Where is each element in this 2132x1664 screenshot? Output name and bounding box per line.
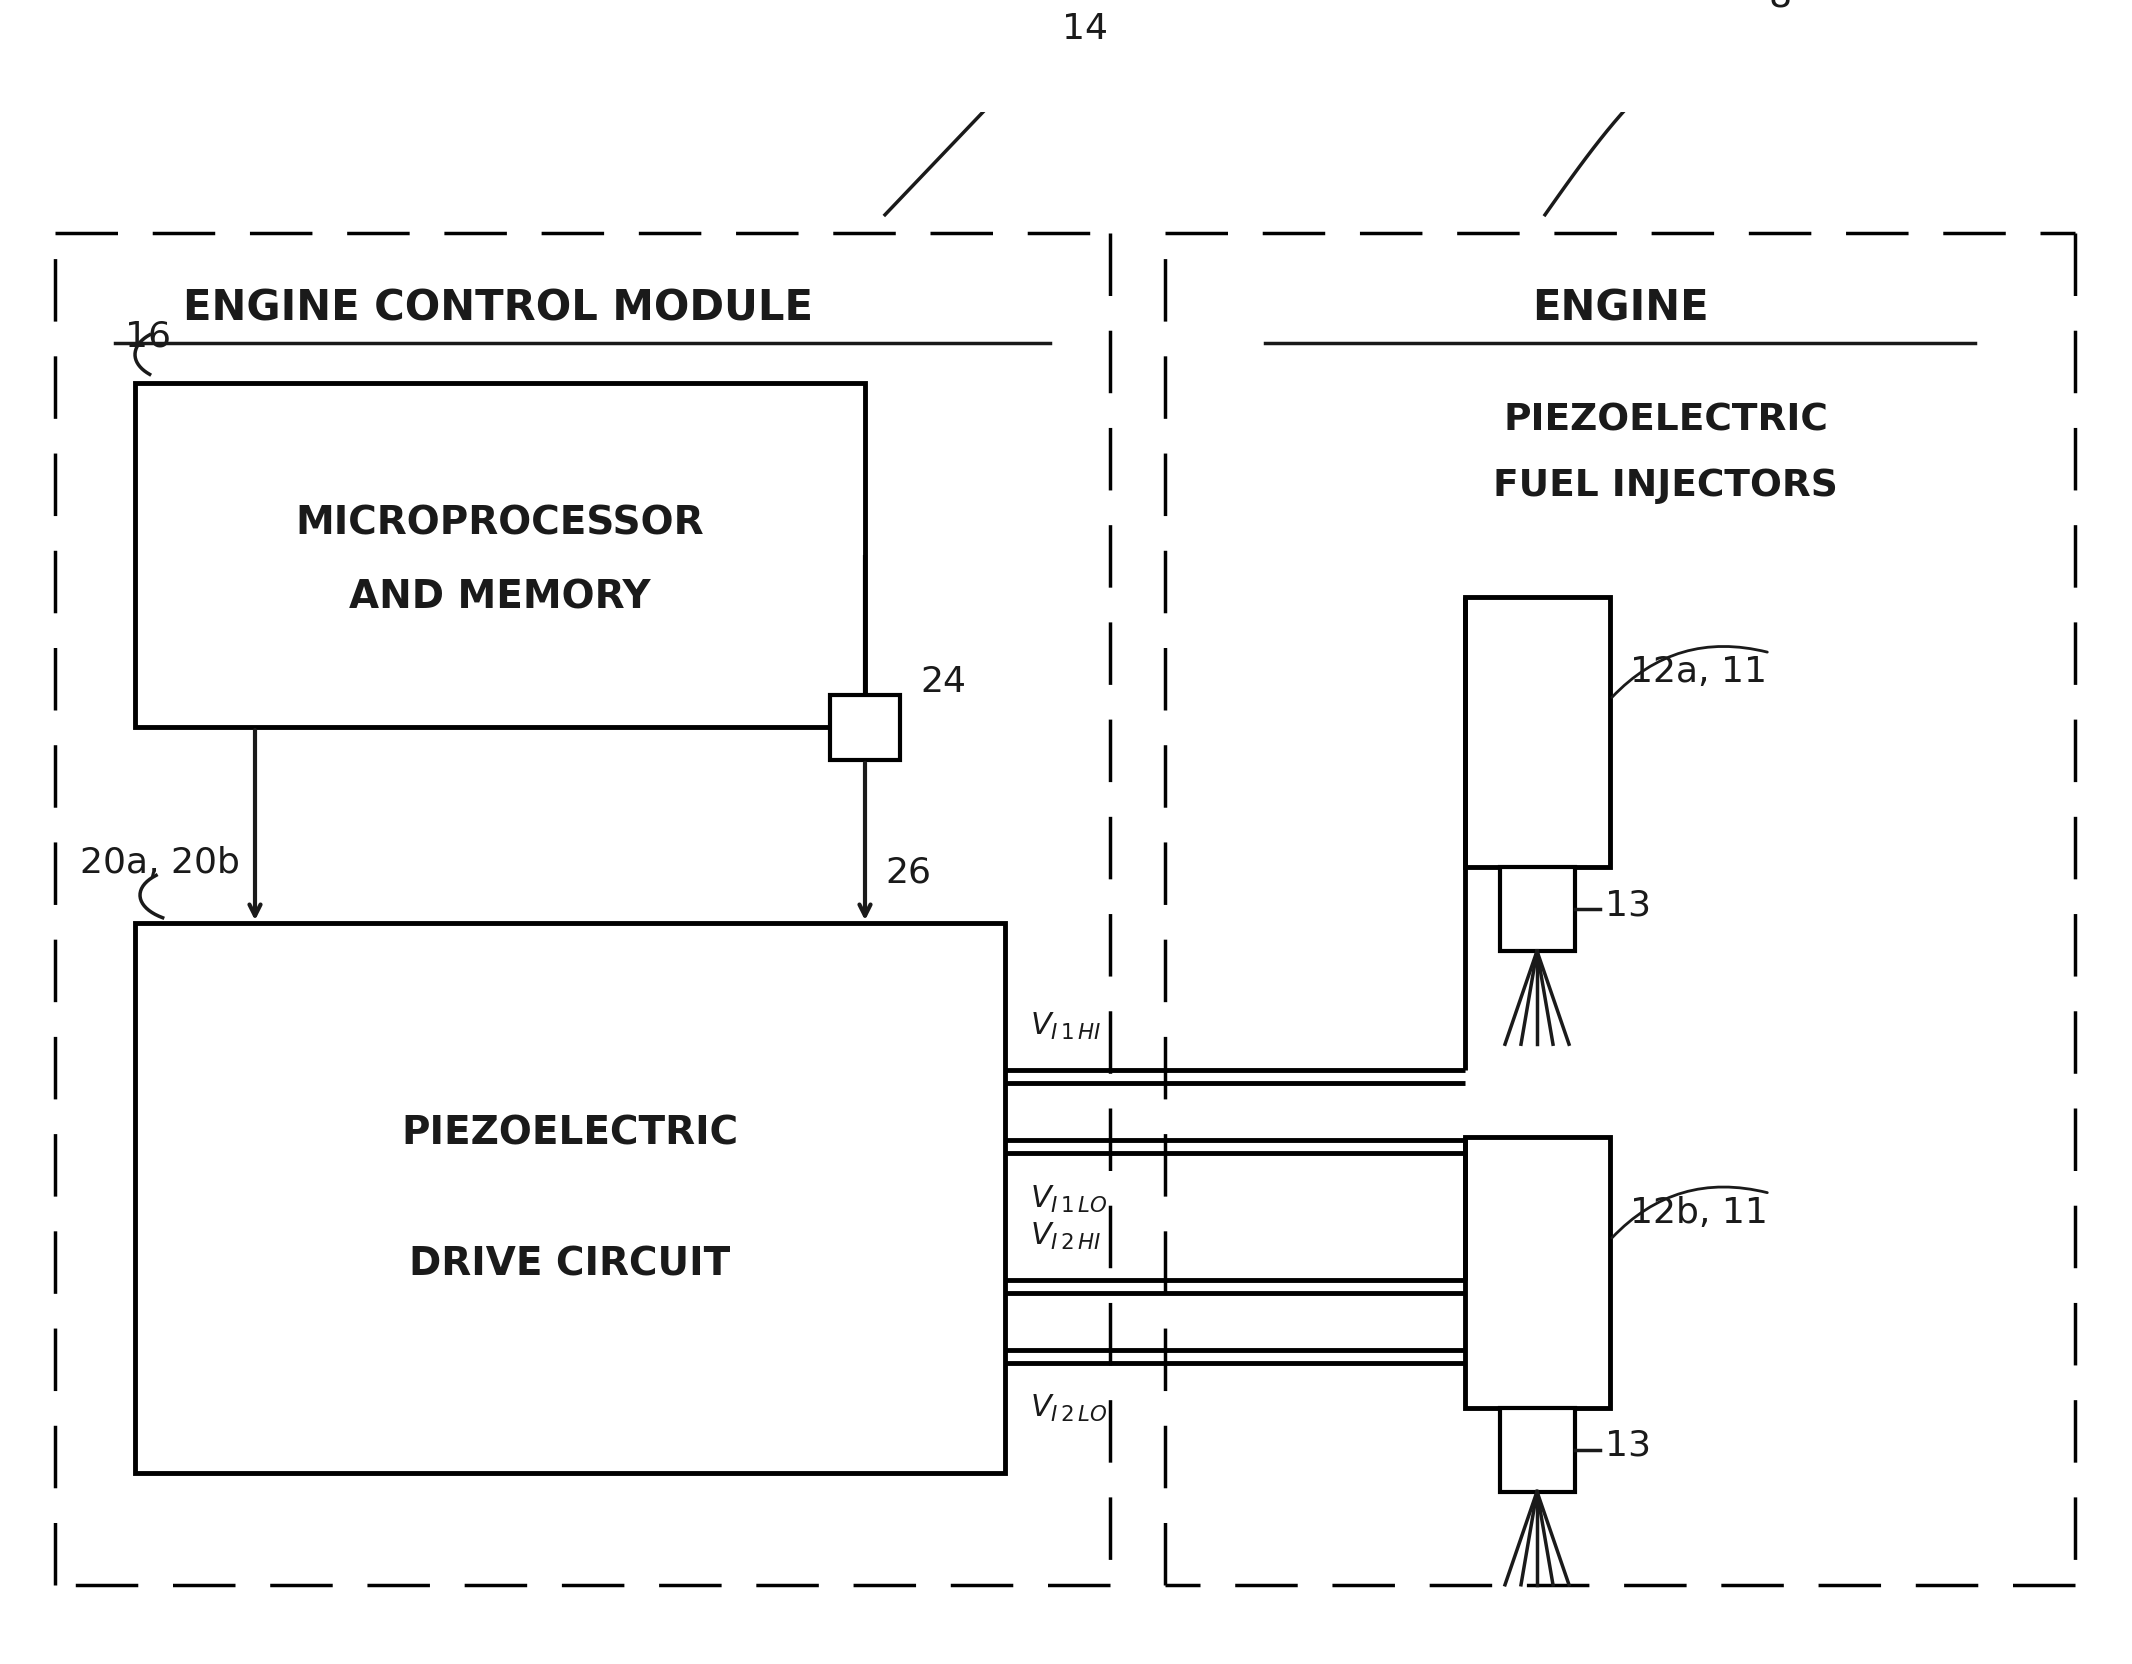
Text: PIEZOELECTRIC: PIEZOELECTRIC: [1503, 403, 1827, 439]
Text: 20a, 20b: 20a, 20b: [81, 845, 241, 880]
Text: ENGINE: ENGINE: [1531, 288, 1708, 329]
Bar: [829, 696, 900, 760]
Text: DRIVE CIRCUIT: DRIVE CIRCUIT: [409, 1245, 731, 1283]
Text: 14: 14: [1062, 12, 1109, 47]
Text: $V_{I\,1\,LO}$: $V_{I\,1\,LO}$: [1030, 1183, 1107, 1213]
Text: ENGINE CONTROL MODULE: ENGINE CONTROL MODULE: [183, 288, 812, 329]
Text: $V_{I\,2\,HI}$: $V_{I\,2\,HI}$: [1030, 1220, 1102, 1251]
Text: 13: 13: [1605, 1428, 1650, 1463]
Text: 26: 26: [885, 855, 932, 889]
Bar: [1501, 1408, 1576, 1491]
Text: 8: 8: [1767, 0, 1791, 13]
Text: 16: 16: [126, 319, 171, 354]
Text: $V_{I\,2\,LO}$: $V_{I\,2\,LO}$: [1030, 1393, 1107, 1423]
Bar: [1501, 867, 1576, 952]
Text: 12a, 11: 12a, 11: [1631, 656, 1767, 689]
Text: 24: 24: [921, 664, 966, 699]
Bar: [1465, 1138, 1610, 1408]
Bar: [134, 383, 866, 727]
Text: $V_{I\,1\,HI}$: $V_{I\,1\,HI}$: [1030, 1010, 1102, 1042]
Text: AND MEMORY: AND MEMORY: [350, 579, 650, 616]
Text: FUEL INJECTORS: FUEL INJECTORS: [1492, 468, 1838, 504]
Text: MICROPROCESSOR: MICROPROCESSOR: [296, 504, 704, 542]
Text: 13: 13: [1605, 889, 1650, 922]
Text: PIEZOELECTRIC: PIEZOELECTRIC: [401, 1115, 738, 1151]
Bar: [1465, 597, 1610, 867]
Text: 12b, 11: 12b, 11: [1631, 1195, 1767, 1230]
Bar: [134, 924, 1004, 1473]
